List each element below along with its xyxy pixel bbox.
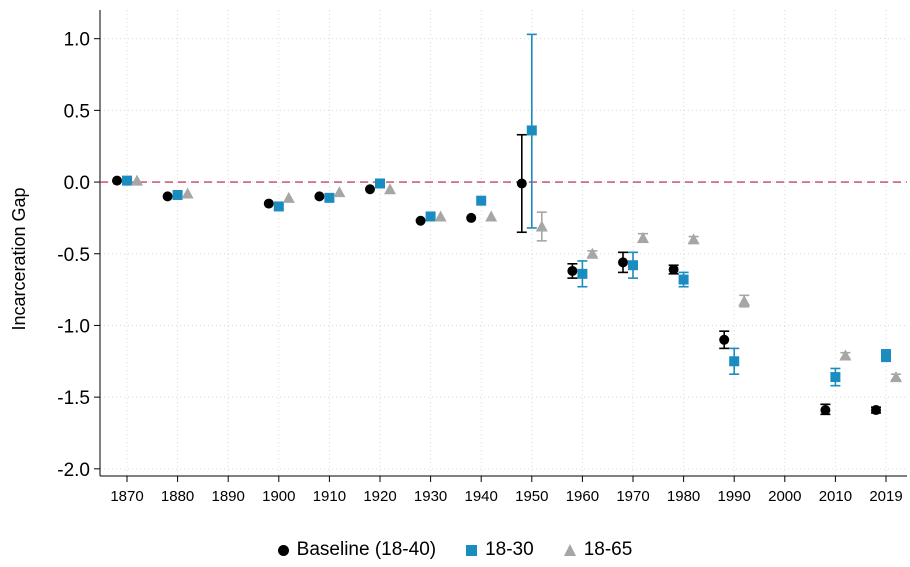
data-point [526, 125, 537, 136]
data-point [434, 210, 447, 222]
data-point [881, 350, 891, 361]
data-point [687, 233, 700, 245]
legend-label-18-30: 18-30 [485, 539, 534, 560]
y-tick-label: -1.0 [57, 316, 90, 337]
x-tick-label: 1950 [515, 488, 548, 505]
data-point [365, 184, 375, 195]
triangle-marker-icon [563, 544, 576, 556]
data-point [485, 210, 498, 222]
gridlines [100, 10, 907, 476]
x-tick-label: 1970 [616, 488, 649, 505]
data-point [282, 191, 295, 203]
legend-item-18-65: 18-65 [563, 539, 633, 561]
data-point [890, 371, 902, 383]
data-point [172, 189, 183, 200]
data-point [719, 334, 730, 345]
x-tick-label: 2010 [819, 488, 852, 505]
data-point [516, 178, 527, 189]
data-point [618, 257, 628, 268]
axes: 1.0 0.5 0.0 -0.5 -1.0 -1.5 -2.0 1870 1880 1890 190… [57, 10, 907, 505]
data-point [738, 295, 751, 307]
x-tick-label: 1990 [718, 488, 751, 505]
x-tick-label: 1870 [110, 488, 143, 505]
x-tick-label: 1980 [667, 488, 700, 505]
data-series [112, 33, 902, 416]
legend-item-baseline: Baseline (18-40) [277, 539, 437, 561]
data-point [668, 264, 679, 275]
y-tick-label: -1.5 [57, 388, 90, 409]
x-tick-label: 2000 [768, 488, 801, 505]
circle-marker-icon [277, 544, 289, 556]
y-tick-label: 1.0 [64, 30, 90, 51]
data-point [122, 175, 132, 186]
series-baseline-18-40- [112, 133, 881, 416]
legend-label-18-65: 18-65 [583, 539, 633, 560]
square-marker-icon [466, 544, 478, 556]
x-tick-label: 1920 [363, 488, 396, 505]
data-point [314, 191, 325, 202]
data-point [162, 191, 173, 202]
data-point [131, 174, 143, 186]
x-tick-label: 1880 [161, 488, 194, 505]
y-tick-label: -2.0 [57, 460, 90, 481]
data-point [466, 212, 477, 223]
legend: Baseline (18-40) 18-30 18-65 [0, 535, 910, 565]
x-tick-label: 1930 [414, 488, 447, 505]
data-point [577, 268, 588, 279]
series-18-65 [131, 174, 902, 383]
x-tick-label: 2019 [869, 488, 902, 505]
data-point [181, 187, 194, 199]
data-point [384, 183, 396, 195]
data-point [628, 260, 638, 271]
data-point [333, 186, 346, 198]
y-tick-label: -0.5 [57, 245, 90, 266]
data-point [820, 405, 831, 416]
data-point [637, 231, 649, 243]
x-tick-label: 1900 [262, 488, 295, 505]
series-18-30 [122, 33, 891, 387]
legend-label-baseline: Baseline (18-40) [296, 539, 437, 560]
data-point [839, 349, 852, 361]
data-point [375, 178, 385, 189]
x-tick-label: 1910 [313, 488, 346, 505]
data-point [324, 192, 335, 203]
data-point [729, 356, 740, 367]
data-point [273, 201, 284, 212]
data-point [586, 247, 599, 259]
x-tick-label: 1890 [212, 488, 245, 505]
data-point [871, 405, 881, 416]
data-point [263, 198, 274, 209]
data-point [535, 220, 548, 232]
data-point [112, 175, 122, 186]
y-tick-label: 0.0 [64, 173, 90, 194]
data-point [476, 195, 487, 206]
data-point [415, 215, 426, 226]
data-point [425, 211, 436, 222]
y-tick-label: 0.5 [64, 101, 90, 122]
legend-item-18-30: 18-30 [466, 539, 534, 561]
data-point [830, 372, 841, 383]
y-axis-label: Incarceration Gap [9, 187, 29, 330]
data-point [678, 274, 689, 285]
x-tick-label: 1940 [465, 488, 498, 505]
data-point [567, 265, 578, 276]
x-tick-label: 1960 [566, 488, 599, 505]
